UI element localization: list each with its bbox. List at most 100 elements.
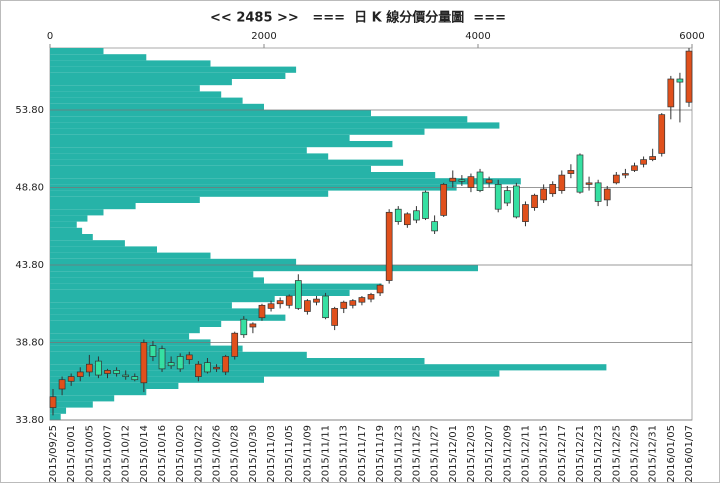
- volume-bar: [50, 203, 136, 210]
- volume-bar: [50, 240, 125, 247]
- candle-body: [649, 156, 657, 160]
- candle-body: [449, 177, 457, 182]
- candle-body: [258, 304, 266, 319]
- candle-body: [294, 280, 302, 309]
- candle-body: [667, 78, 675, 108]
- candle-body: [113, 370, 120, 374]
- candle-body: [612, 174, 620, 184]
- volume-bar: [50, 376, 264, 383]
- volume-bar: [50, 97, 243, 104]
- candle-body: [676, 78, 684, 83]
- volume-bar: [50, 351, 307, 358]
- volume-bar: [50, 308, 264, 315]
- x-tick-label: 2015/10/05: [84, 425, 95, 483]
- x-tick-label: 2015/11/05: [284, 425, 295, 483]
- volume-bar: [50, 134, 350, 141]
- x-tick-label: 2015/10/07: [103, 425, 114, 483]
- volume-bar: [50, 91, 222, 98]
- volume-bar: [50, 66, 297, 73]
- candle-body: [67, 376, 75, 382]
- candle-body: [458, 179, 466, 182]
- candle-body: [158, 348, 166, 370]
- candle-body: [267, 303, 275, 309]
- volume-bar: [50, 407, 67, 414]
- candle-body: [558, 174, 566, 191]
- candle-body: [76, 371, 84, 377]
- volume-bar: [50, 265, 478, 272]
- candle-body: [349, 300, 357, 306]
- x-tick-label: 2015/11/13: [339, 425, 350, 483]
- x-tick-label: 2015/10/28: [230, 425, 241, 483]
- candle-body: [276, 300, 284, 305]
- x-tick-label: 6000: [679, 31, 704, 42]
- volume-bar: [50, 302, 232, 309]
- volume-bar: [50, 389, 147, 396]
- volume-bar: [50, 215, 88, 222]
- volume-bar: [50, 54, 147, 61]
- candle-body: [49, 396, 57, 408]
- candle-body: [204, 362, 211, 373]
- volume-bar: [50, 296, 275, 303]
- volume-bar: [50, 128, 425, 135]
- volume-bar: [50, 358, 425, 365]
- volume-bar: [50, 364, 607, 371]
- x-tick-label: 2015/12/23: [593, 425, 604, 483]
- volume-bar: [50, 283, 382, 290]
- chart-title: << 2485 >> === 日 K 線分價分量圖 ===: [210, 10, 506, 26]
- volume-bar: [50, 277, 264, 284]
- y-tick-label: 43.80: [15, 260, 44, 271]
- x-tick-label: 2015/10/20: [175, 425, 186, 483]
- candle-body: [485, 179, 493, 184]
- candle-body: [658, 114, 666, 154]
- volume-bar: [50, 147, 307, 154]
- candle-body: [131, 376, 139, 381]
- volume-bar: [50, 178, 521, 185]
- volume-bar: [50, 196, 200, 203]
- volume-bar: [50, 141, 393, 148]
- volume-bar: [50, 227, 83, 234]
- candle-body: [576, 154, 584, 193]
- x-tick-label: 2000: [251, 31, 276, 42]
- candle-body: [422, 191, 429, 219]
- volume-bar: [50, 110, 371, 117]
- candle-body: [176, 356, 184, 370]
- candle-body: [122, 374, 130, 377]
- volume-bar: [50, 333, 190, 340]
- volume-bar: [50, 401, 93, 408]
- candle-body: [85, 363, 93, 373]
- x-tick-label: 2015/10/01: [66, 425, 77, 483]
- volume-bar: [50, 320, 222, 327]
- candle-body: [249, 323, 257, 328]
- x-tick-label: 2015/12/15: [539, 425, 550, 483]
- candle-body: [195, 363, 202, 377]
- x-tick-label: 2015/12/29: [629, 425, 640, 483]
- x-tick-label: 2015/12/31: [648, 425, 659, 483]
- volume-bar: [50, 314, 286, 321]
- candle-body: [240, 318, 248, 336]
- candle-body: [385, 211, 393, 281]
- candle-body: [367, 294, 375, 300]
- candle-body: [185, 354, 193, 360]
- x-tick-label: 2015/12/09: [502, 425, 513, 483]
- candle-body: [567, 170, 575, 174]
- x-tick-label: 2015/11/17: [357, 425, 368, 483]
- volume-bar: [50, 85, 200, 92]
- x-tick-label: 2015/12/07: [484, 425, 495, 483]
- y-tick-label: 48.80: [15, 183, 44, 194]
- candle-body: [331, 308, 339, 326]
- volume-bar: [50, 79, 232, 86]
- candle-body: [213, 366, 220, 370]
- volume-bar: [50, 413, 61, 420]
- x-tick-label: 2015/11/03: [266, 425, 277, 483]
- volume-bar: [50, 72, 286, 79]
- x-tick-label: 2015/10/16: [157, 425, 168, 483]
- x-tick-label: 2016/01/07: [684, 425, 695, 483]
- x-tick-label: 2015/11/11: [321, 425, 332, 483]
- candle-body: [685, 50, 693, 103]
- x-tick-label: 2015/10/22: [193, 425, 204, 483]
- candle-body: [513, 185, 520, 218]
- volume-bar: [50, 271, 254, 278]
- candle-body: [440, 184, 448, 216]
- volume-bar: [50, 327, 200, 334]
- candle-body: [104, 370, 111, 374]
